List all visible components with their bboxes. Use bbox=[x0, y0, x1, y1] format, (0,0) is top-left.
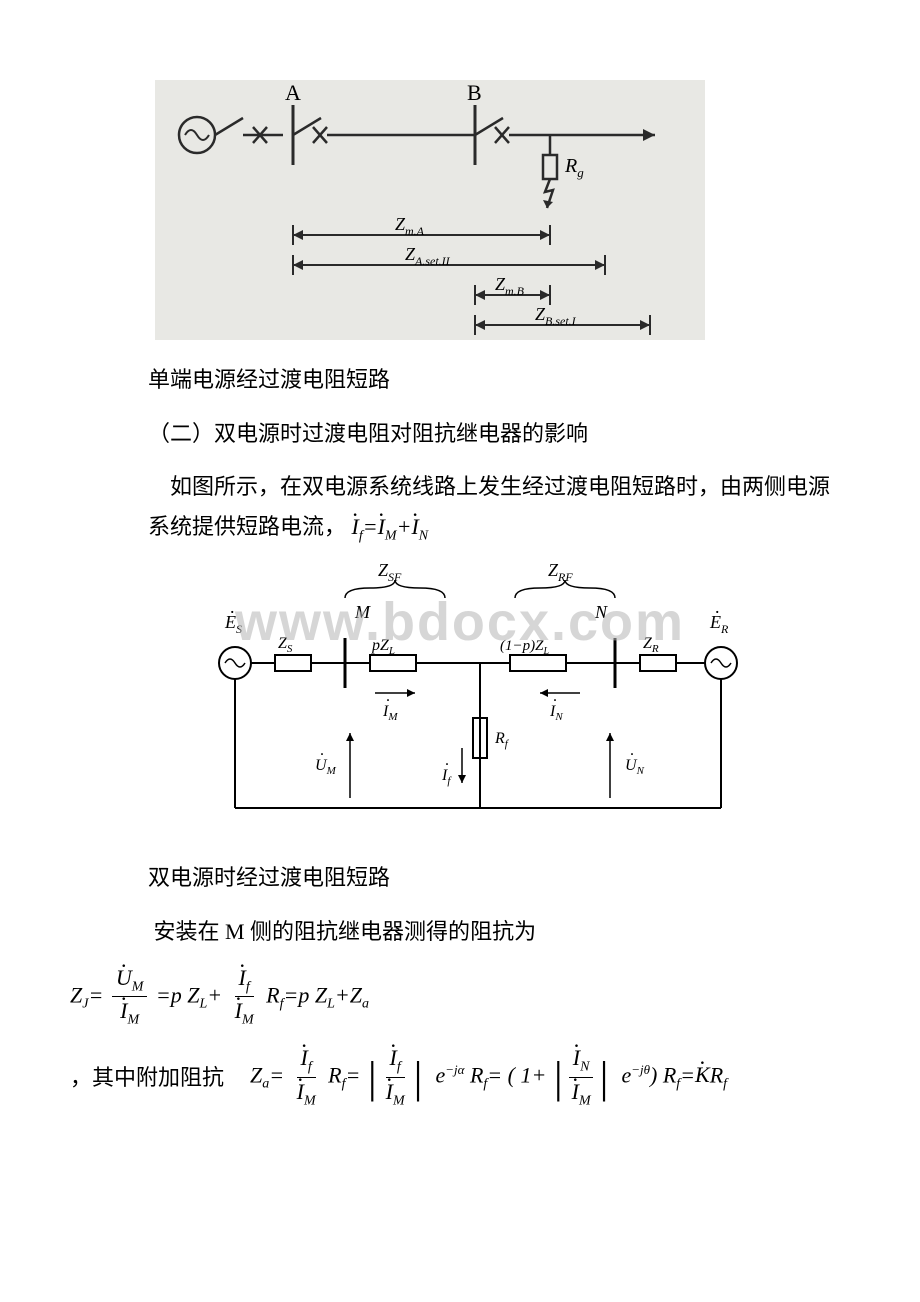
label-N: N bbox=[594, 602, 608, 622]
caption-diagram1: 单端电源经过渡电阻短路 bbox=[148, 360, 850, 400]
label-Rf: Rf bbox=[494, 730, 510, 750]
label-Zrf: ZRF bbox=[548, 560, 573, 584]
section-heading: （二）双电源时过渡电阻对阻抗继电器的影响 bbox=[148, 414, 850, 454]
label-Zsf: ZSF bbox=[378, 560, 402, 584]
formula-Za: ，其中附加阻抗 Za= If IM Rf= | If IM | e−jα Rf=… bbox=[70, 1046, 850, 1109]
label-Er: . ER bbox=[709, 597, 729, 636]
label-M: M bbox=[354, 602, 371, 622]
label-A: A bbox=[285, 80, 301, 105]
label-Zs: ZS bbox=[278, 635, 293, 655]
paragraph-2: 安装在 M 侧的阻抗继电器测得的阻抗为 bbox=[148, 912, 850, 952]
label-Es: . ES bbox=[224, 597, 242, 636]
label-B: B bbox=[467, 80, 482, 105]
diagram-dual-source: ZSF ZRF . ES ZS M pZL . IM bbox=[200, 558, 760, 838]
diagram2-svg: ZSF ZRF . ES ZS M pZL . IM bbox=[200, 558, 760, 838]
sym-If: I bbox=[352, 507, 359, 547]
label-If: . If bbox=[441, 752, 453, 787]
diagram-single-source: A B Rg Zm.A ZA.set.II bbox=[155, 80, 705, 340]
label-UN: . UN bbox=[625, 742, 645, 777]
label-Zr: ZR bbox=[643, 635, 659, 655]
diagram1-svg: A B Rg Zm.A ZA.set.II bbox=[155, 80, 705, 340]
caption-diagram2: 双电源时经过渡电阻短路 bbox=[148, 858, 850, 898]
paragraph-1: 如图所示，在双电源系统线路上发生经过渡电阻短路时，由两侧电源系统提供短路电流， … bbox=[148, 467, 830, 548]
formula-ZJ: ZJ= UM IM =p ZL+ If IM Rf=p ZL+Za bbox=[70, 966, 850, 1029]
label-Rg: Rg bbox=[564, 155, 584, 180]
label-UM: . UM bbox=[315, 742, 337, 777]
